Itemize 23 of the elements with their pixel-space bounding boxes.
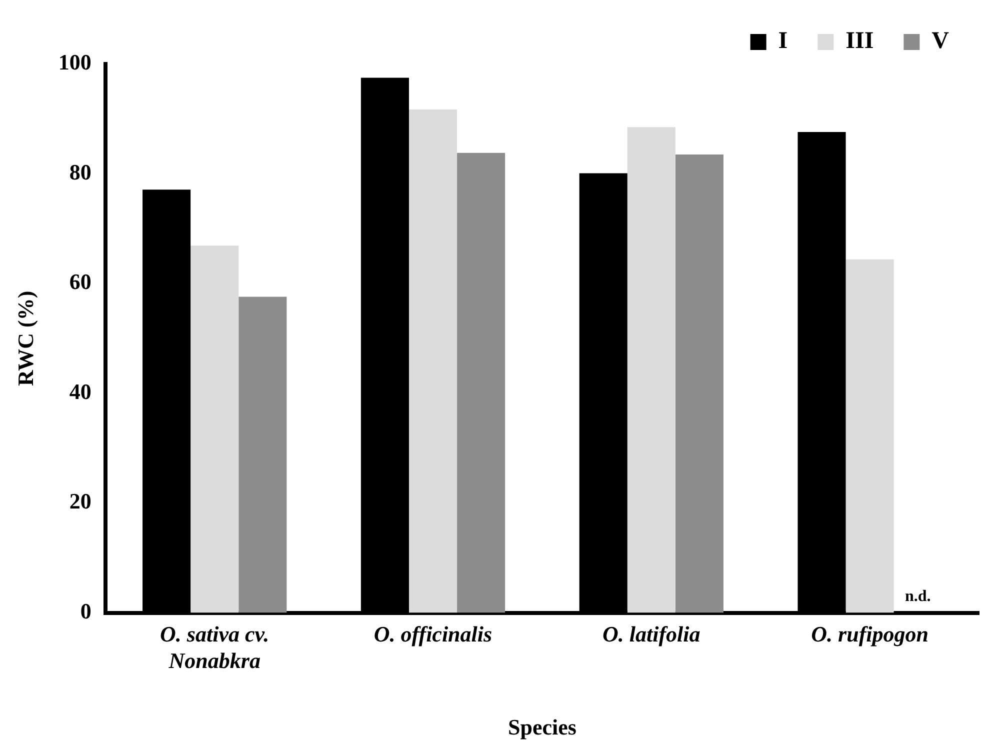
y-axis-title: RWC (%) xyxy=(12,290,38,386)
annotation: n.d. xyxy=(904,588,931,605)
x-tick-label: O. officinalis xyxy=(374,622,492,647)
y-tick-label: 20 xyxy=(69,488,92,514)
y-tick-label: 60 xyxy=(69,269,92,294)
x-tick-label: O. rufipogon xyxy=(811,622,928,647)
legend-label: V xyxy=(932,28,950,54)
y-tick-label: 80 xyxy=(69,159,92,184)
legend-label: I xyxy=(778,28,788,54)
bar xyxy=(627,127,676,613)
y-tick-label: 0 xyxy=(80,598,92,624)
x-tick-label: O. sativa cv. Nonabkra xyxy=(160,622,270,674)
x-axis-title: Species xyxy=(508,714,577,740)
bar xyxy=(238,296,287,613)
x-tick-label: O. latifolia xyxy=(602,622,700,647)
bar xyxy=(846,259,894,613)
y-tick-label: 100 xyxy=(58,50,92,75)
bar xyxy=(675,154,724,613)
y-tick-label: 40 xyxy=(69,378,92,404)
bar xyxy=(190,246,239,613)
bar xyxy=(408,110,458,613)
legend-label: III xyxy=(846,28,874,54)
bar xyxy=(457,152,506,613)
